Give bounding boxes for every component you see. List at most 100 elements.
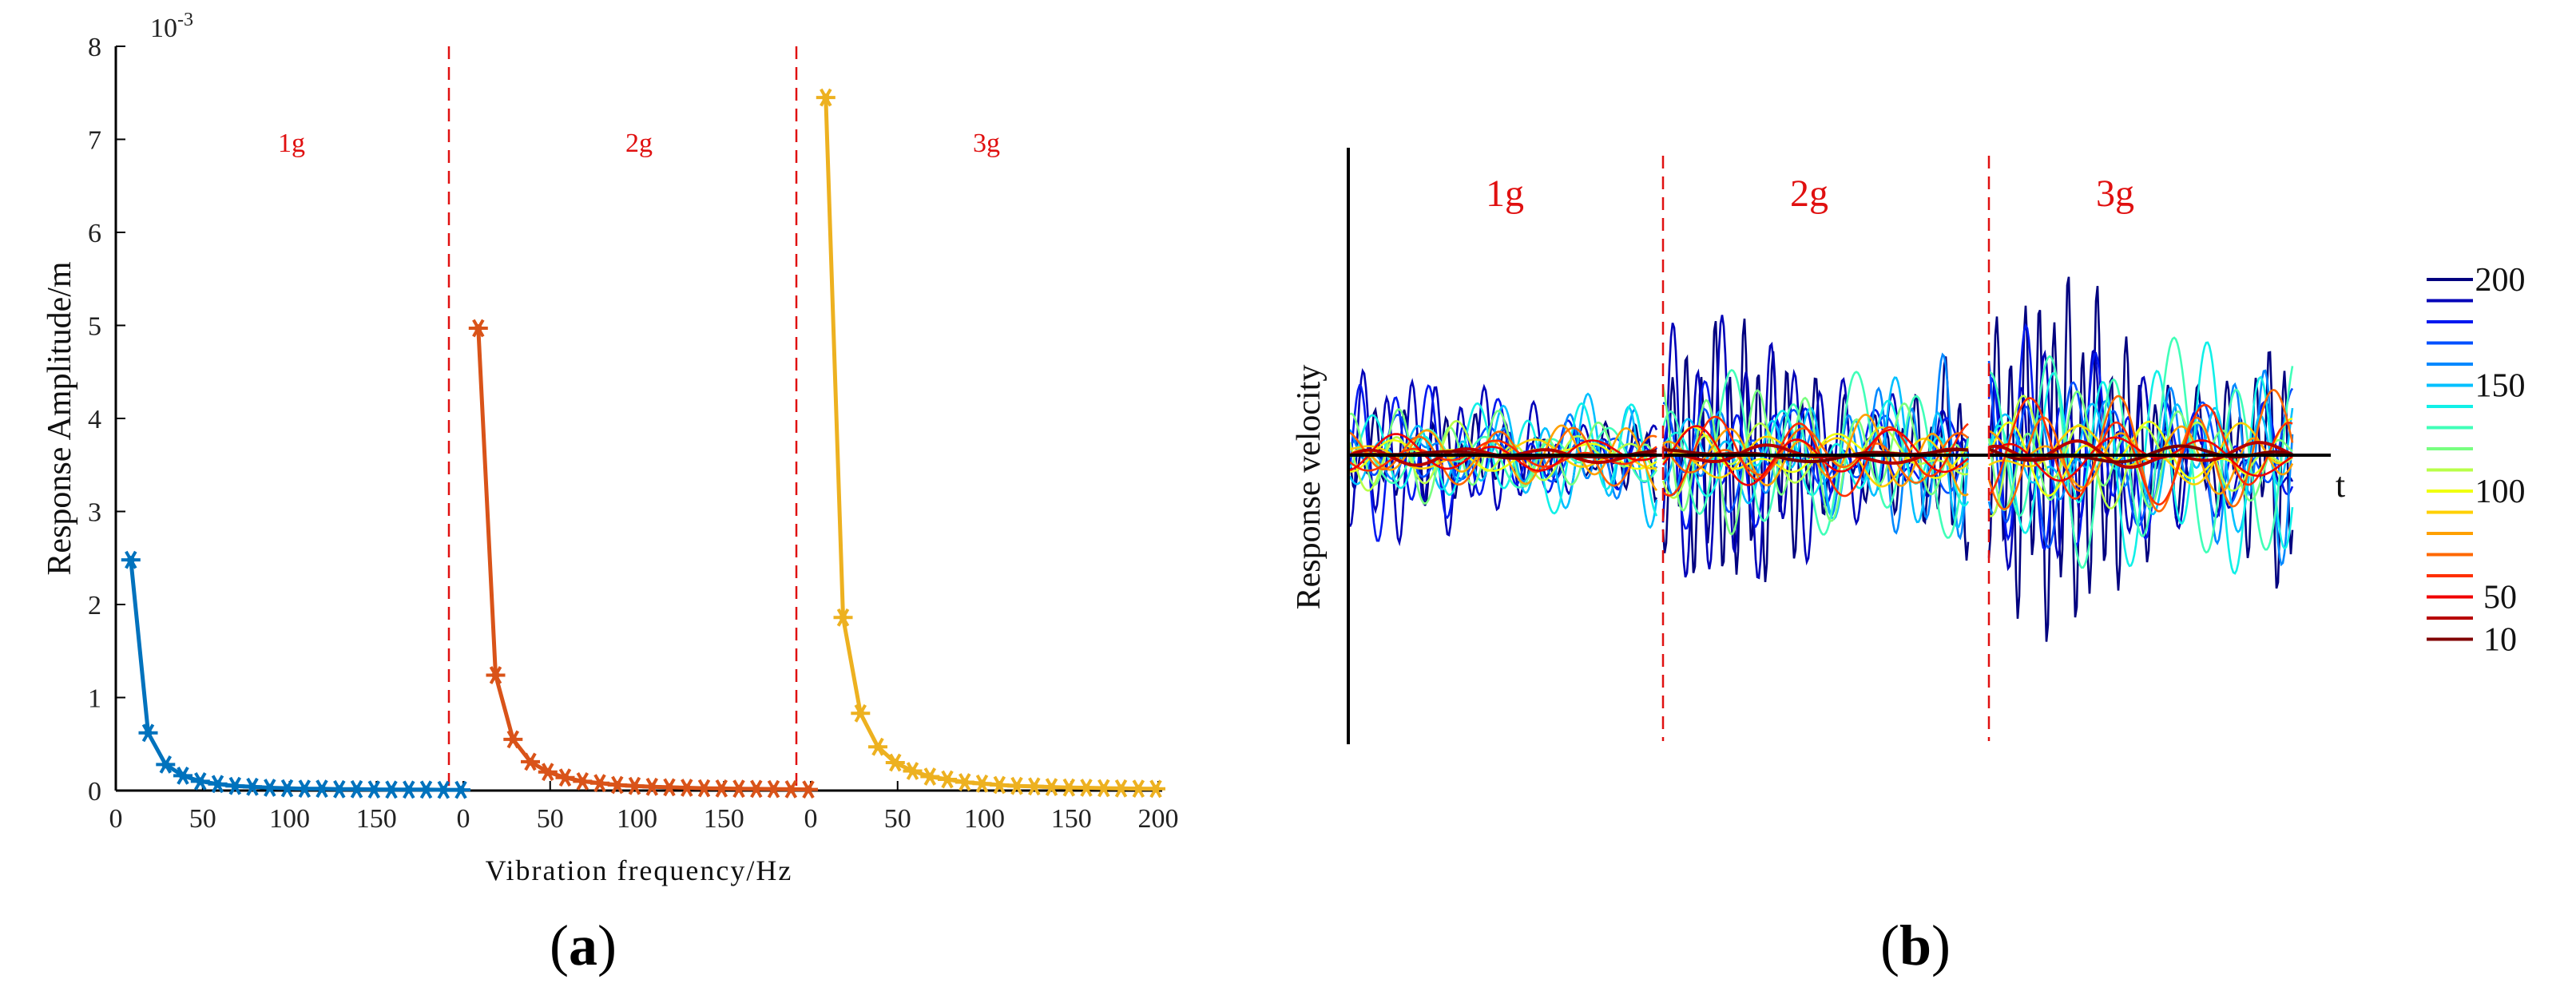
a-point-3g [955,773,974,791]
b-trace-1g-60 [1349,439,1657,472]
a-x-tick-label: 100 [269,804,310,834]
a-point-2g [746,779,766,799]
a-x-tick-label: 150 [356,804,397,834]
b-trace-2g-60 [1662,415,1969,497]
a-point-1g [364,780,384,799]
a-point-1g [277,779,297,798]
a-point-2g [503,730,523,749]
b-region-label-1g: 1g [1486,172,1524,215]
a-y-tick-label: 0 [88,777,101,807]
a-x-tick-label: 50 [537,804,564,834]
a-point-1g [329,779,349,799]
a-x-ticks: 0 50 100 150 0 50 100 150 0 50 100 150 200 [109,781,1179,834]
a-point-1g [451,780,470,799]
a-point-3g [1024,777,1044,796]
a-point-2g [781,780,801,799]
panel-b-chart: 1g 2g 3g t Response velocity 200 150 100 50… [1291,148,2526,977]
b-trace-1g-190 [1348,367,1658,547]
b-trace-3g-140 [1987,341,2294,575]
a-point-2g [712,779,732,798]
b-legend-label: 10 [2483,622,2517,659]
a-y-tick-label: 4 [88,405,101,434]
a-x-tick-label: 100 [964,804,1005,834]
b-trace-3g-60 [1988,397,2293,505]
a-point-1g [382,780,401,799]
a-region-label-3g: 3g [973,129,1000,158]
b-trace-3g-130 [1988,336,2294,569]
a-point-1g [434,780,454,799]
a-point-2g [660,778,679,797]
a-point-1g [138,723,158,743]
b-region-label-3g: 3g [2096,172,2134,215]
a-x-axis-label: Vibration frequency/Hz [486,854,793,886]
b-axes [1347,148,2331,744]
b-legend-label: 200 [2475,262,2526,299]
a-point-2g [642,777,662,796]
a-point-1g [243,777,262,796]
a-point-1g [121,550,141,569]
a-point-3g [833,608,853,627]
a-y-tick-label: 7 [88,126,101,156]
a-y-tick-label: 6 [88,219,101,248]
a-x-tick-label: 100 [617,804,657,834]
b-trace-3g-30 [1988,439,2293,470]
b-trace-2g-120 [1661,385,1970,536]
b-legend-label: 100 [2475,474,2526,510]
a-region-label-2g: 2g [625,129,653,158]
a-point-2g [555,768,575,787]
b-region-label-2g: 2g [1790,172,1828,215]
a-point-2g [694,779,714,798]
a-point-3g [1129,779,1149,798]
a-point-3g [1059,778,1079,797]
b-panel-label: (b) [1880,914,1951,977]
a-point-1g [312,779,331,799]
b-velocity-traces [1348,276,2294,642]
b-x-axis-label: t [2336,466,2345,505]
a-point-3g [1007,776,1026,795]
a-x-tick-label: 200 [1138,804,1179,834]
b-y-axis-label: Response velocity [1291,365,1328,610]
b-trace-1g-140 [1348,402,1658,517]
b-trace-3g-170 [1987,360,2294,549]
b-trace-2g-200 [1661,318,1970,583]
a-y-ticks: 0 1 2 3 4 5 6 7 8 [88,33,125,807]
a-point-1g [399,780,419,799]
a-point-3g [903,762,923,780]
a-point-2g [764,779,784,799]
a-point-3g [920,767,940,786]
a-divider-lines [447,46,798,791]
b-colorbar-legend: 200 150 100 50 10 [2427,262,2526,659]
a-x-tick-label: 0 [457,804,470,834]
b-trace-1g-120 [1349,408,1658,505]
a-y-tick-label: 2 [88,591,101,620]
a-x-tick-label: 150 [1051,804,1092,834]
a-point-1g [208,775,228,794]
b-trace-2g-50 [1661,425,1969,486]
a-point-1g [225,776,245,795]
a-series [121,88,1165,799]
a-y-tick-label: 3 [88,498,101,528]
a-x-tick-label: 50 [189,804,216,834]
a-point-3g [1146,779,1165,799]
a-y-tick-label: 1 [88,684,101,714]
a-y-tick-label: 5 [88,312,101,342]
a-point-2g [486,666,506,684]
a-point-2g [590,774,609,793]
a-x-tick-label: 50 [884,804,911,834]
a-point-3g [1094,779,1113,798]
a-point-1g [416,780,436,799]
a-point-3g [938,770,957,789]
a-panel-label: (a) [550,914,617,977]
a-point-3g [1077,779,1096,797]
a-point-3g [885,753,905,772]
b-trace-3g-50 [1988,436,2293,482]
a-y-exponent: 10-3 [150,10,193,43]
a-x-tick-label: 0 [804,804,818,834]
a-point-3g [851,704,871,723]
a-y-axis-label: Response Amplitude/m [42,261,78,575]
a-y-tick-label: 8 [88,33,101,62]
a-region-label-1g: 1g [278,129,305,158]
panel-a-chart: 0 1 2 3 4 5 6 7 8 0 50 100 150 0 50 100 150 0 50 100 150 200… [42,10,1179,977]
a-point-1g [295,779,315,799]
a-point-2g [677,779,697,797]
